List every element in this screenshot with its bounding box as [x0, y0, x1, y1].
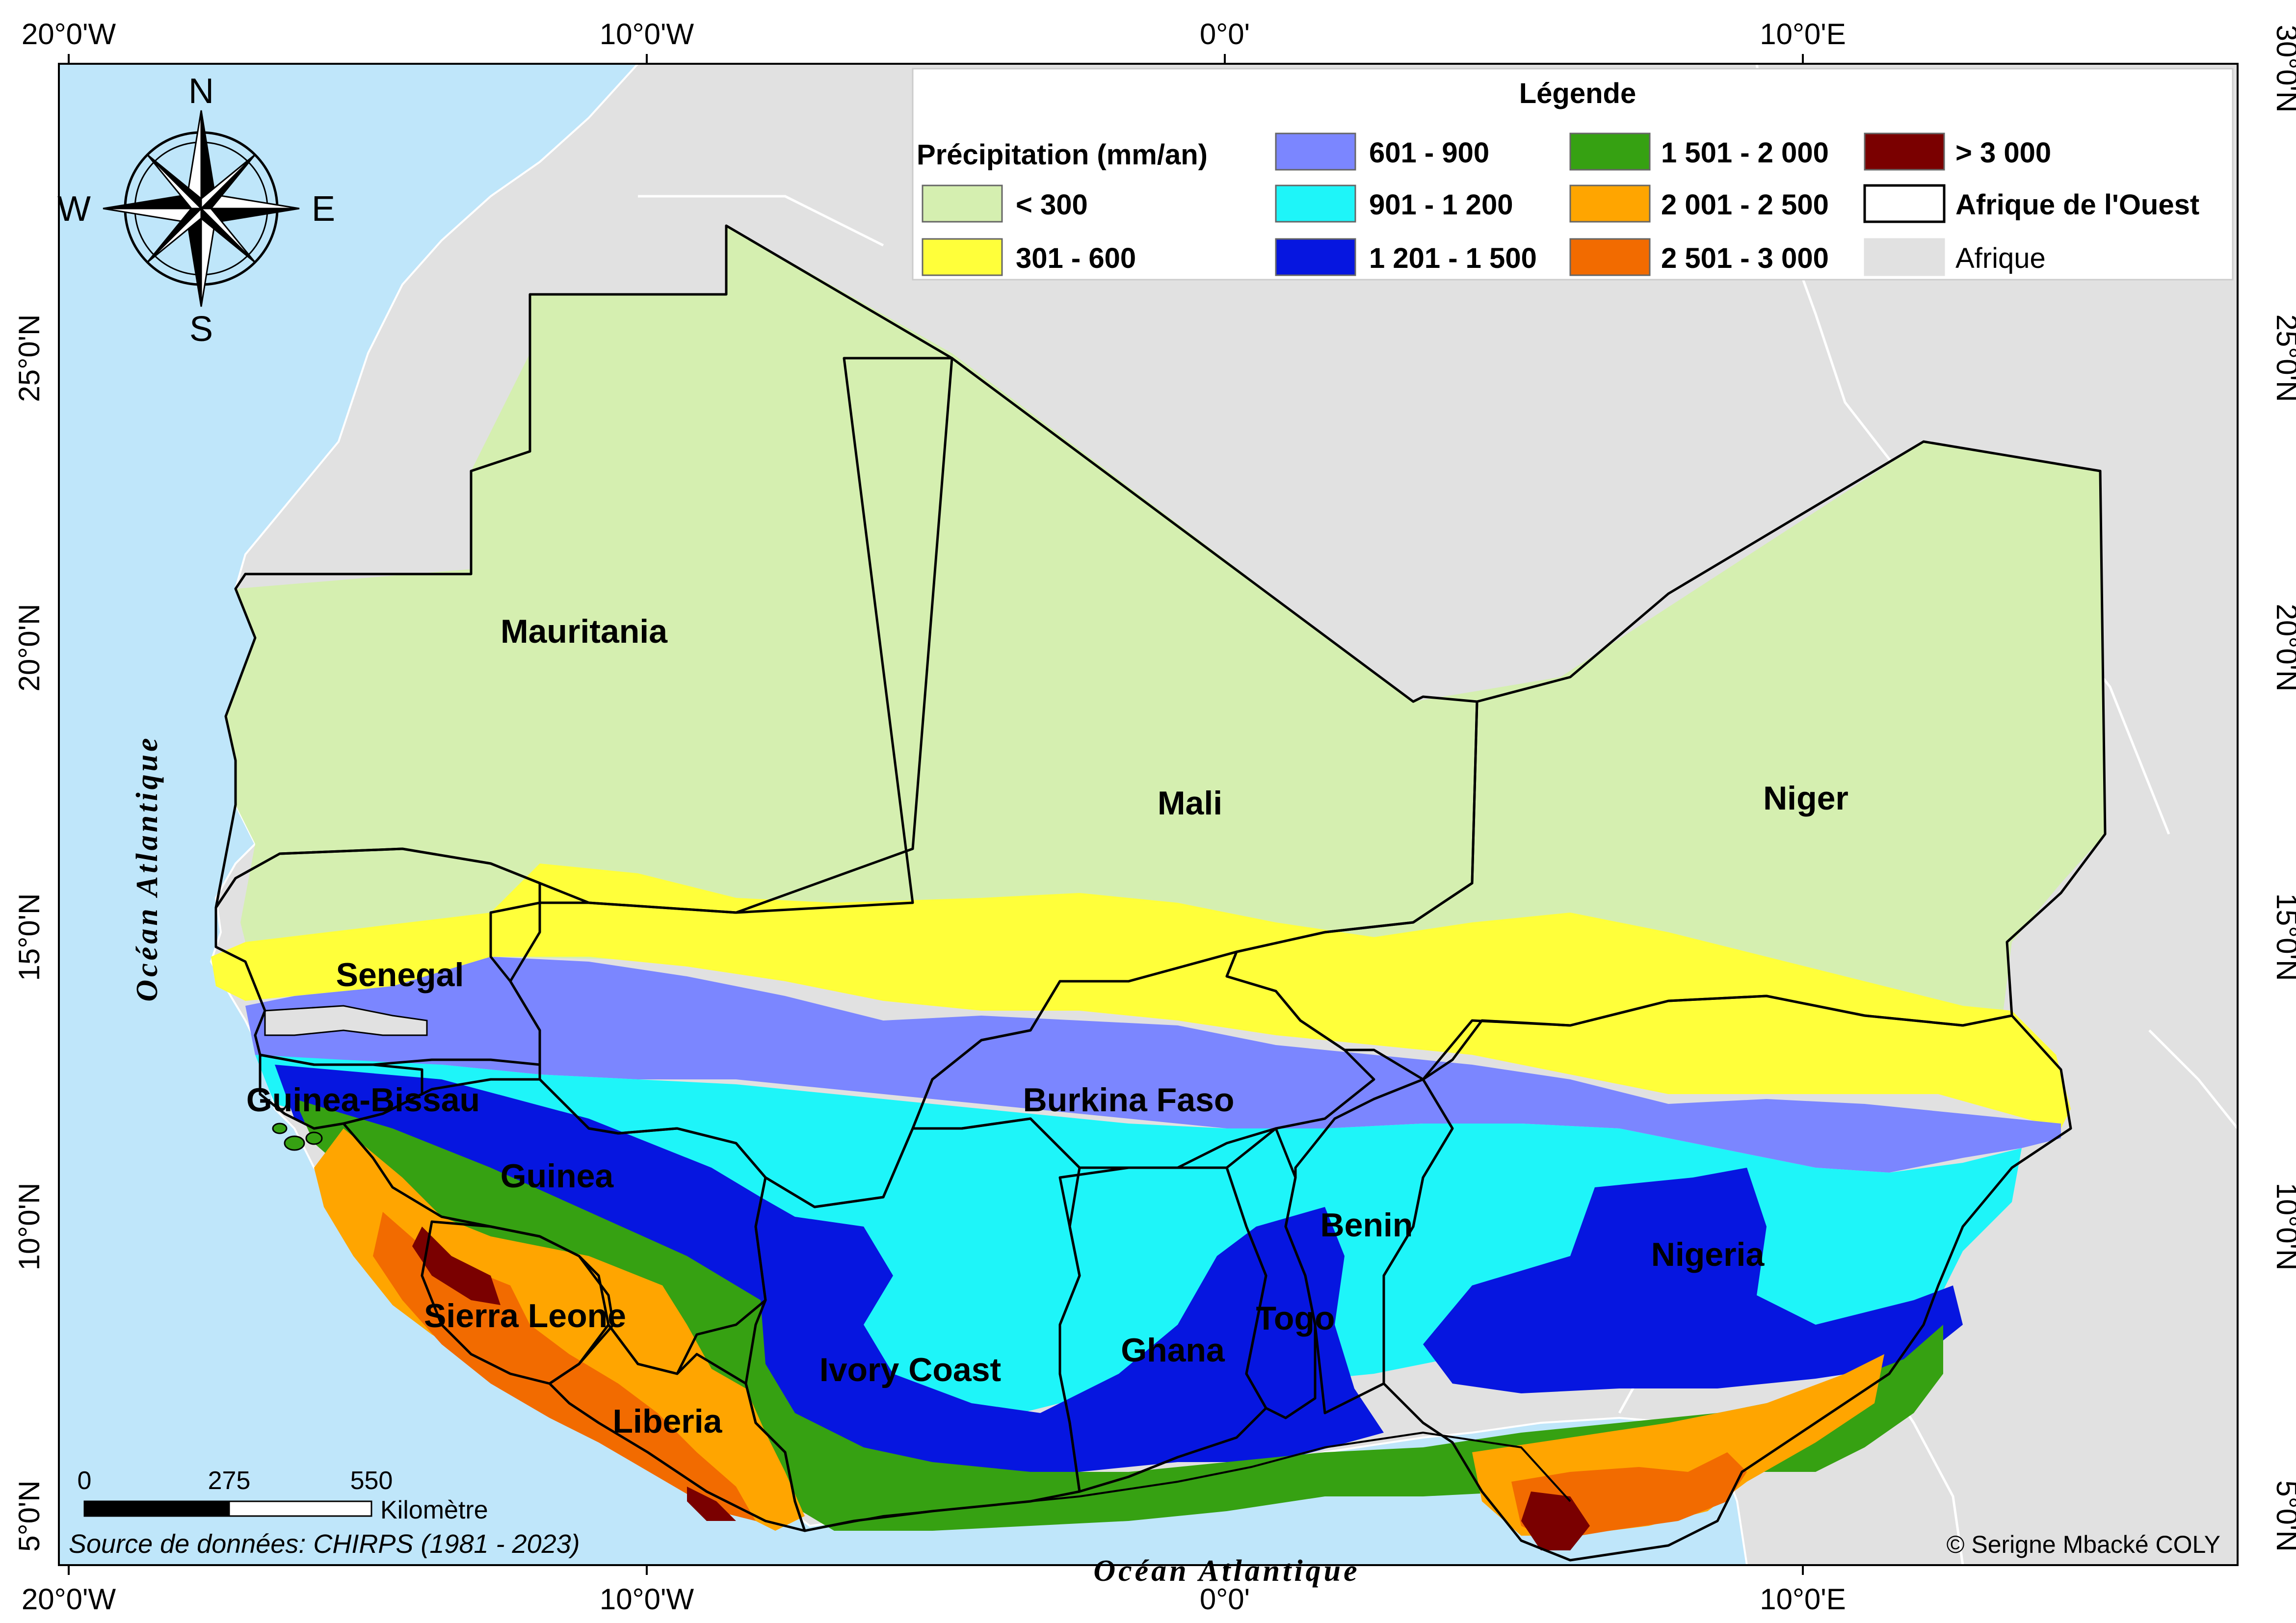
lon-label: 0°0': [1200, 18, 1250, 51]
zone-gt3000-liberia: [687, 1487, 736, 1521]
legend-swatch-601-900: [1275, 132, 1356, 171]
lon-labels-top: 20°0'W 10°0'W 0°0' 10°0'E: [22, 18, 1846, 51]
legend-label: 601 - 900: [1369, 137, 1489, 169]
legend-swatch-west-africa: [1863, 184, 1946, 223]
label-liberia: Liberia: [613, 1403, 723, 1440]
scale-unit: Kilomètre: [380, 1496, 488, 1524]
legend-label: 301 - 600: [1016, 242, 1136, 274]
lat-label: 5°0'N: [13, 1480, 46, 1552]
zone-lt300: [226, 226, 2105, 1021]
lat-labels-left: 25°0'N 20°0'N 15°0'N 10°0'N 5°0'N: [13, 314, 46, 1552]
ocean-label-south: Océan Atlantique: [1093, 1554, 1360, 1588]
map-frame: [58, 63, 2239, 1566]
lat-label: 20°0'N: [2270, 604, 2296, 692]
label-ghana: Ghana: [1121, 1332, 1225, 1369]
scale-tick-275: 275: [208, 1466, 251, 1495]
legend-label: 2 501 - 3 000: [1661, 242, 1829, 274]
country-borders: [214, 224, 2107, 1562]
lat-label: 25°0'N: [13, 314, 46, 402]
source-note: Source de données: CHIRPS (1981 - 2023): [69, 1529, 580, 1559]
lon-labels-bottom: 20°0'W 10°0'W 0°0' 10°0'E: [22, 1583, 1846, 1616]
legend-label: < 300: [1016, 189, 1088, 221]
zone-1201-1500-nigeria: [1423, 1168, 1963, 1393]
compass-rose-icon: N S E W: [57, 72, 335, 349]
compass-west: W: [57, 189, 91, 229]
lon-label: 10°0'E: [1760, 18, 1846, 51]
legend-label: 2 001 - 2 500: [1661, 189, 1829, 221]
zone-1201-1500-west: [275, 1065, 1384, 1472]
lat-label: 30°0'N: [2270, 25, 2296, 113]
lon-label: 20°0'W: [22, 1583, 116, 1616]
legend-swatch-gt3000: [1864, 132, 1945, 171]
lon-label: 20°0'W: [22, 18, 116, 51]
legend-label: Afrique: [1955, 242, 2046, 274]
zone-gt3000-niger-delta: [1521, 1492, 1590, 1550]
country-labels: Mauritania Mali Niger Senegal Guinea-Bis…: [246, 613, 1848, 1440]
scale-bar: 0 275 550 Kilomètre: [78, 1466, 488, 1524]
legend-label: > 3 000: [1955, 137, 2051, 169]
legend-label: Afrique de l'Ouest: [1955, 189, 2199, 221]
legend-label: 1 201 - 1 500: [1369, 242, 1537, 274]
label-nigeria: Nigeria: [1651, 1236, 1765, 1273]
compass-south: S: [189, 310, 213, 349]
label-senegal: Senegal: [336, 956, 464, 994]
zone-2001-2500-west: [314, 1128, 805, 1531]
legend-swatch-1501-2000: [1569, 132, 1651, 171]
compass-north: N: [188, 72, 214, 111]
zone-601-900: [245, 957, 2061, 1173]
label-ivory-coast: Ivory Coast: [819, 1351, 1001, 1388]
lat-label: 5°0'N: [2270, 1480, 2296, 1552]
credit: © Serigne Mbacké COLY: [1947, 1531, 2220, 1558]
label-niger: Niger: [1763, 780, 1848, 817]
label-benin: Benin: [1320, 1206, 1413, 1244]
ocean-label-west: Océan Atlantique: [131, 735, 164, 1001]
compass-east: E: [312, 189, 335, 229]
legend-swatch-lt300: [922, 184, 1003, 223]
central-africa-border: [2148, 1029, 2238, 1129]
scale-tick-0: 0: [78, 1466, 92, 1495]
legend-swatch-301-600: [922, 238, 1003, 276]
legend-label: 901 - 1 200: [1369, 189, 1513, 221]
lon-label: 10°0'E: [1760, 1583, 1846, 1616]
lon-label: 10°0'W: [600, 1583, 694, 1616]
coastline: [804, 1431, 1571, 1532]
lat-label: 10°0'N: [13, 1183, 46, 1271]
lat-label: 20°0'N: [13, 604, 46, 692]
morocco-border: [638, 195, 884, 247]
label-mauritania: Mauritania: [501, 613, 668, 650]
label-guinea: Guinea: [501, 1157, 614, 1195]
label-burkina-faso: Burkina Faso: [1023, 1081, 1235, 1119]
lat-label: 15°0'N: [2270, 893, 2296, 981]
label-mali: Mali: [1158, 785, 1222, 822]
legend-heading: Précipitation (mm/an): [917, 139, 1208, 171]
bijagos-islands: [272, 1123, 323, 1151]
lat-labels-right: 30°0'N 25°0'N 20°0'N 15°0'N 10°0'N 5°0'N: [2270, 25, 2296, 1552]
zone-301-600: [211, 864, 2071, 1128]
legend-label: 1 501 - 2 000: [1661, 137, 1829, 169]
label-togo: Togo: [1256, 1300, 1335, 1337]
legend-swatch-2001-2500: [1569, 184, 1651, 223]
graticule-ticks: [68, 54, 1804, 1575]
legend-swatch-africa: [1864, 238, 1945, 276]
lat-label: 25°0'N: [2270, 314, 2296, 402]
legend-swatch-901-1200: [1275, 184, 1356, 223]
scale-tick-550: 550: [350, 1466, 393, 1495]
legend-title: Légende: [1519, 78, 1636, 109]
lon-label: 10°0'W: [600, 18, 694, 51]
lon-label: 0°0': [1200, 1583, 1250, 1616]
lat-label: 10°0'N: [2270, 1183, 2296, 1271]
legend-swatch-2501-3000: [1569, 238, 1651, 276]
label-guinea-bissau: Guinea-Bissau: [246, 1081, 480, 1119]
lat-label: 15°0'N: [13, 893, 46, 981]
gambia-river: [264, 1005, 428, 1036]
legend: Légende Précipitation (mm/an) < 300 301 …: [912, 68, 2234, 281]
zone-gt3000-sierra-leone: [412, 1227, 501, 1305]
legend-swatch-1201-1500: [1275, 238, 1356, 276]
label-sierra-leone: Sierra Leone: [424, 1297, 626, 1335]
